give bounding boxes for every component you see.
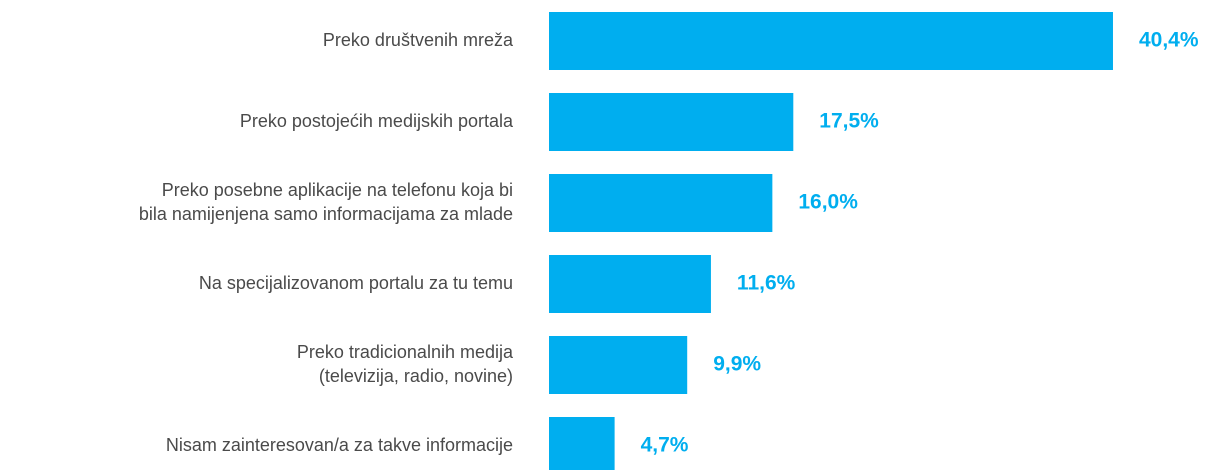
category-label: Preko društvenih mreža (323, 30, 514, 50)
value-label: 17,5% (819, 110, 879, 133)
bar (549, 417, 615, 470)
value-label: 40,4% (1139, 29, 1199, 52)
category-label: Preko postojećih medijskih portala (240, 111, 514, 131)
bar (549, 93, 794, 151)
bar (549, 174, 773, 232)
value-label: 11,6% (737, 272, 796, 295)
value-label: 16,0% (798, 191, 858, 214)
category-label: Nisam zainteresovan/a za takve informaci… (166, 435, 513, 455)
category-label: Preko posebne aplikacije na telefonu koj… (139, 180, 513, 224)
value-label: 4,7% (641, 434, 689, 457)
bar (549, 336, 688, 394)
value-label: 9,9% (713, 353, 761, 376)
bar (549, 255, 711, 313)
bar (549, 12, 1113, 70)
category-label: Preko tradicionalnih medija (televizija, … (297, 342, 514, 386)
category-label: Na specijalizovanom portalu za tu temu (199, 273, 513, 293)
